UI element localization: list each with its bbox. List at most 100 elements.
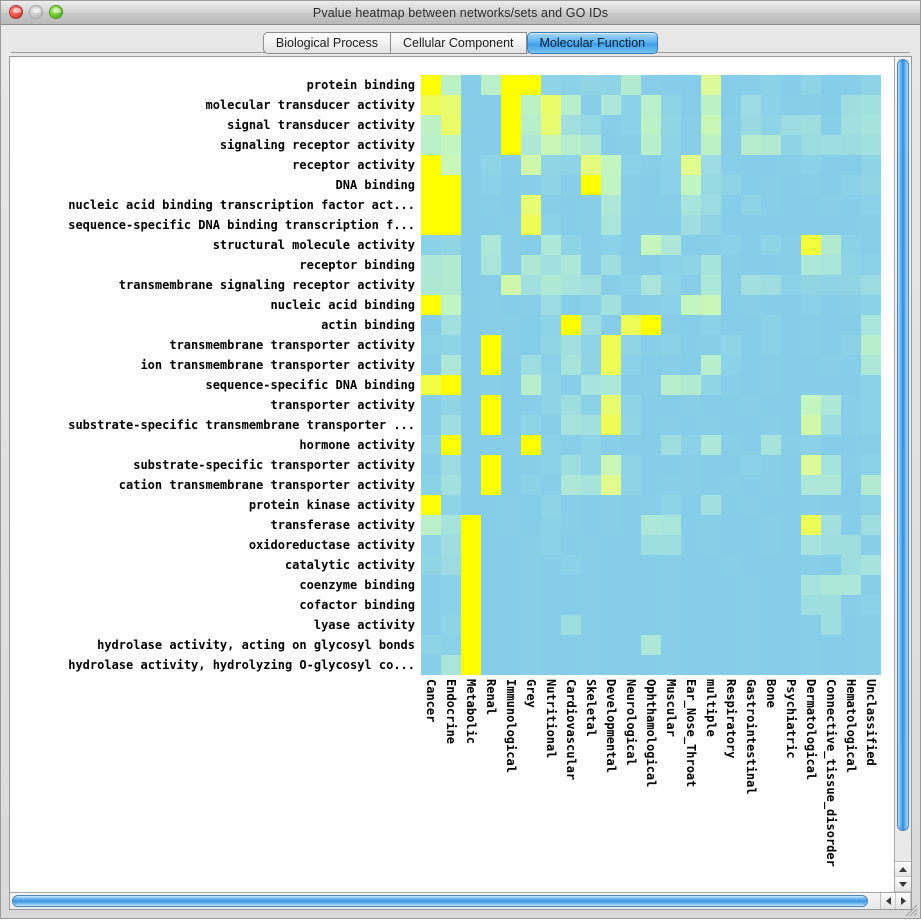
heatmap-cell[interactable]	[581, 115, 601, 135]
heatmap-cell[interactable]	[441, 495, 461, 515]
heatmap-cell[interactable]	[561, 635, 581, 655]
heatmap-cell[interactable]	[461, 135, 481, 155]
heatmap-cell[interactable]	[781, 555, 801, 575]
scroll-left-button[interactable]	[881, 893, 896, 909]
heatmap-cell[interactable]	[741, 255, 761, 275]
heatmap-cell[interactable]	[501, 375, 521, 395]
heatmap-cell[interactable]	[861, 535, 881, 555]
heatmap-cell[interactable]	[621, 175, 641, 195]
heatmap-cell[interactable]	[681, 135, 701, 155]
heatmap-cell[interactable]	[481, 455, 501, 475]
heatmap-cell[interactable]	[521, 375, 541, 395]
heatmap-cell[interactable]	[861, 635, 881, 655]
heatmap-cell[interactable]	[681, 335, 701, 355]
heatmap-cell[interactable]	[501, 495, 521, 515]
heatmap-cell[interactable]	[741, 335, 761, 355]
heatmap-cell[interactable]	[801, 515, 821, 535]
heatmap-cell[interactable]	[601, 335, 621, 355]
heatmap-cell[interactable]	[601, 635, 621, 655]
heatmap-cell[interactable]	[721, 295, 741, 315]
heatmap-cell[interactable]	[621, 395, 641, 415]
heatmap-cell[interactable]	[741, 495, 761, 515]
heatmap-cell[interactable]	[641, 575, 661, 595]
heatmap-cell[interactable]	[841, 415, 861, 435]
heatmap-cell[interactable]	[501, 255, 521, 275]
heatmap-cell[interactable]	[481, 335, 501, 355]
heatmap-cell[interactable]	[741, 295, 761, 315]
heatmap-cell[interactable]	[661, 455, 681, 475]
heatmap-cell[interactable]	[821, 375, 841, 395]
horizontal-scroll-track[interactable]	[10, 893, 880, 909]
heatmap-cell[interactable]	[721, 635, 741, 655]
heatmap-cell[interactable]	[681, 635, 701, 655]
heatmap-cell[interactable]	[521, 395, 541, 415]
heatmap-cell[interactable]	[721, 615, 741, 635]
heatmap-cell[interactable]	[761, 255, 781, 275]
heatmap-cell[interactable]	[561, 535, 581, 555]
heatmap-cell[interactable]	[541, 335, 561, 355]
heatmap-cell[interactable]	[721, 435, 741, 455]
heatmap-cell[interactable]	[641, 655, 661, 675]
heatmap-cell[interactable]	[781, 455, 801, 475]
heatmap-cell[interactable]	[801, 615, 821, 635]
heatmap-cell[interactable]	[501, 215, 521, 235]
heatmap-cell[interactable]	[441, 535, 461, 555]
heatmap-cell[interactable]	[721, 535, 741, 555]
heatmap-cell[interactable]	[701, 215, 721, 235]
heatmap-cell[interactable]	[661, 395, 681, 415]
heatmap-cell[interactable]	[481, 395, 501, 415]
heatmap-cell[interactable]	[861, 355, 881, 375]
heatmap-cell[interactable]	[761, 395, 781, 415]
tab-molecular-function[interactable]: Molecular Function	[526, 32, 659, 54]
heatmap-cell[interactable]	[521, 435, 541, 455]
heatmap-cell[interactable]	[761, 155, 781, 175]
heatmap-cell[interactable]	[521, 615, 541, 635]
heatmap-cell[interactable]	[561, 415, 581, 435]
heatmap-cell[interactable]	[441, 295, 461, 315]
heatmap-cell[interactable]	[521, 75, 541, 95]
heatmap-cell[interactable]	[761, 75, 781, 95]
heatmap-cell[interactable]	[661, 635, 681, 655]
heatmap-cell[interactable]	[541, 555, 561, 575]
heatmap-cell[interactable]	[421, 555, 441, 575]
heatmap-cell[interactable]	[741, 535, 761, 555]
heatmap-cell[interactable]	[601, 555, 621, 575]
heatmap-cell[interactable]	[541, 415, 561, 435]
heatmap-cell[interactable]	[521, 275, 541, 295]
heatmap-cell[interactable]	[641, 95, 661, 115]
heatmap-cell[interactable]	[561, 215, 581, 235]
heatmap-cell[interactable]	[861, 615, 881, 635]
heatmap-cell[interactable]	[841, 255, 861, 275]
heatmap-cell[interactable]	[621, 555, 641, 575]
heatmap-cell[interactable]	[561, 615, 581, 635]
heatmap-cell[interactable]	[421, 615, 441, 635]
heatmap-cell[interactable]	[781, 515, 801, 535]
heatmap-cell[interactable]	[661, 75, 681, 95]
heatmap-cell[interactable]	[741, 215, 761, 235]
heatmap-cell[interactable]	[721, 175, 741, 195]
heatmap-cell[interactable]	[561, 555, 581, 575]
heatmap-cell[interactable]	[681, 595, 701, 615]
heatmap-cell[interactable]	[421, 255, 441, 275]
heatmap-cell[interactable]	[721, 215, 741, 235]
heatmap-cell[interactable]	[801, 95, 821, 115]
heatmap-cell[interactable]	[461, 515, 481, 535]
heatmap-cell[interactable]	[641, 535, 661, 555]
heatmap-cell[interactable]	[641, 235, 661, 255]
heatmap-cell[interactable]	[821, 555, 841, 575]
heatmap-cell[interactable]	[661, 115, 681, 135]
heatmap-cell[interactable]	[601, 535, 621, 555]
heatmap-cell[interactable]	[601, 355, 621, 375]
heatmap-cell[interactable]	[781, 435, 801, 455]
heatmap-cell[interactable]	[741, 95, 761, 115]
heatmap-cell[interactable]	[601, 255, 621, 275]
heatmap-cell[interactable]	[561, 275, 581, 295]
heatmap-cell[interactable]	[541, 175, 561, 195]
heatmap-cell[interactable]	[701, 455, 721, 475]
heatmap-cell[interactable]	[701, 535, 721, 555]
heatmap-cell[interactable]	[681, 655, 701, 675]
heatmap-cell[interactable]	[521, 555, 541, 575]
heatmap-cell[interactable]	[521, 115, 541, 135]
heatmap-cell[interactable]	[421, 635, 441, 655]
heatmap-cell[interactable]	[541, 515, 561, 535]
